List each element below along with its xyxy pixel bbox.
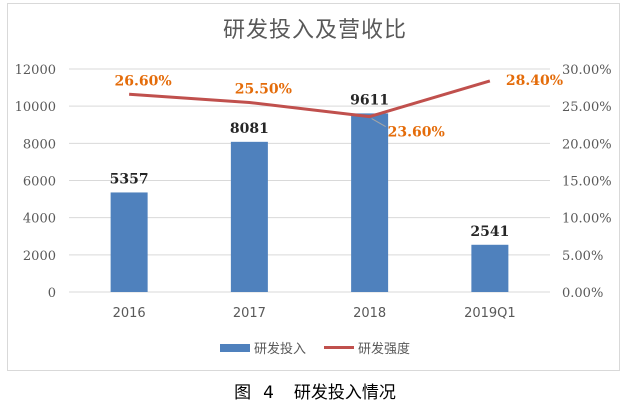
x-tick-label: 2019Q1 — [464, 306, 516, 321]
caption-text: 研发投入情况 — [293, 383, 396, 403]
caption-label: 图 — [234, 383, 252, 403]
x-tick-label: 2018 — [353, 306, 386, 321]
bar-value-label: 8081 — [230, 121, 269, 137]
chart-title: 研发投入及营收比 — [222, 18, 407, 43]
line-value-label: 23.60% — [388, 125, 445, 141]
legend-label: 研发强度 — [358, 342, 411, 357]
right-tick-label: 25.00% — [562, 100, 612, 115]
line-value-label: 26.60% — [115, 73, 172, 89]
left-tick-label: 2000 — [23, 249, 56, 264]
left-tick-label: 8000 — [23, 137, 56, 152]
bar-swatch-icon — [219, 343, 250, 352]
x-tick-label: 2017 — [233, 306, 266, 321]
bar — [351, 113, 389, 292]
gridlines — [69, 68, 550, 293]
left-axis-ticks: 0 2000 4000 6000 8000 10000 12000 — [15, 63, 56, 301]
legend-item-bar: 研发投入 — [219, 338, 306, 357]
line-swatch-icon — [324, 346, 354, 349]
bar-value-label: 9611 — [350, 92, 389, 108]
line-series — [129, 79, 491, 119]
caption-number: 4 — [263, 383, 274, 403]
bar-value-label: 5357 — [110, 171, 149, 187]
right-tick-label: 5.00% — [562, 249, 603, 264]
left-tick-label: 4000 — [23, 212, 56, 227]
right-axis-ticks: 0.00% 5.00% 10.00% 15.00% 20.00% 25.00% 30.00% — [562, 63, 612, 301]
bar — [471, 244, 509, 292]
line-path — [129, 79, 491, 119]
bar — [110, 192, 148, 292]
legend: 研发投入 研发强度 — [0, 338, 630, 357]
x-tick-label: 2016 — [113, 306, 146, 321]
right-tick-label: 0.00% — [562, 286, 603, 301]
right-tick-label: 15.00% — [562, 175, 612, 190]
figure-caption: 图 4 研发投入情况 — [0, 378, 630, 403]
right-tick-label: 30.00% — [562, 63, 612, 78]
line-value-label: 28.40% — [506, 73, 563, 89]
legend-item-line: 研发强度 — [324, 338, 410, 357]
line-value-label: 25.50% — [235, 81, 292, 97]
bar-series — [110, 113, 509, 292]
bar-value-label: 2541 — [470, 224, 509, 240]
data-labels: 5357 8081 9611 2541 26.60% 25.50% 23.60% 28.40% — [110, 73, 563, 240]
right-tick-label: 10.00% — [562, 212, 612, 227]
x-axis-labels: 2016 2017 2018 2019Q1 — [113, 306, 516, 321]
left-tick-label: 0 — [48, 286, 56, 301]
bar — [230, 141, 268, 292]
chart-frame — [7, 3, 620, 371]
left-tick-label: 12000 — [15, 63, 56, 78]
left-tick-label: 6000 — [23, 175, 56, 190]
right-tick-label: 20.00% — [562, 137, 612, 152]
legend-label: 研发投入 — [253, 342, 306, 357]
left-tick-label: 10000 — [15, 100, 56, 115]
